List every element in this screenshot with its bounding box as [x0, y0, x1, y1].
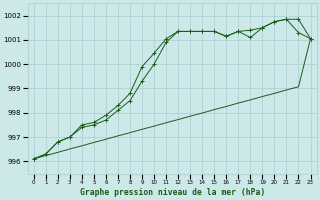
X-axis label: Graphe pression niveau de la mer (hPa): Graphe pression niveau de la mer (hPa) [79, 188, 265, 197]
